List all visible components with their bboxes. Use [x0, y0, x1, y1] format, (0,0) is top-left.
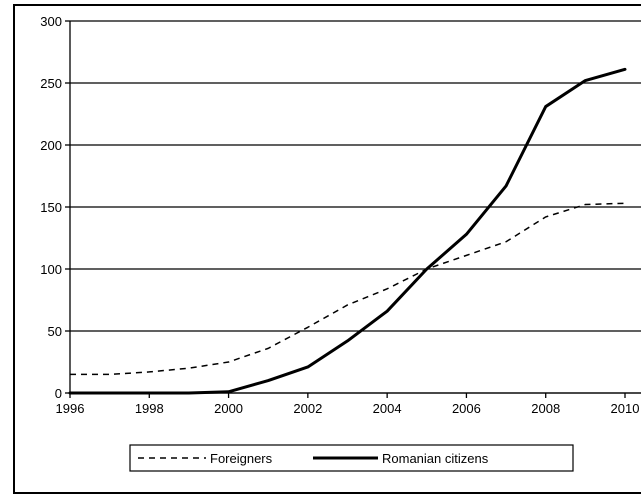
y-tick-label: 50: [48, 324, 62, 339]
x-tick-label: 2000: [214, 401, 243, 416]
y-tick-label: 100: [40, 262, 62, 277]
y-tick-label: 150: [40, 200, 62, 215]
x-tick-label: 2002: [293, 401, 322, 416]
legend: Foreigners Romanian citizens: [129, 444, 574, 472]
line-chart: 0 50 100 150 200 250 300 1996 1998 2000 2002 2004 20…: [40, 14, 641, 472]
x-tick-label: 2008: [531, 401, 560, 416]
y-tick-label: 200: [40, 138, 62, 153]
gridlines: [70, 20, 641, 394]
series-line-foreigners: [70, 202, 626, 376]
legend-label-romanian-citizens: Romanian citizens: [382, 451, 489, 466]
x-tick-label: 2010: [611, 401, 640, 416]
tick-labels: 0 50 100 150 200 250 300 1996 1998 2000 2002 2004 20…: [40, 14, 639, 416]
axes: [65, 20, 641, 398]
y-tick-label: 0: [55, 386, 62, 401]
y-tick-label: 250: [40, 76, 62, 91]
series-lines: [68, 67, 627, 395]
y-tick-label: 300: [40, 14, 62, 29]
x-tick-label: 2004: [373, 401, 402, 416]
x-tick-label: 1996: [56, 401, 85, 416]
x-tick-label: 1998: [135, 401, 164, 416]
x-tick-label: 2006: [452, 401, 481, 416]
series-line-romanian-citizens: [68, 67, 627, 395]
legend-label-foreigners: Foreigners: [210, 451, 273, 466]
